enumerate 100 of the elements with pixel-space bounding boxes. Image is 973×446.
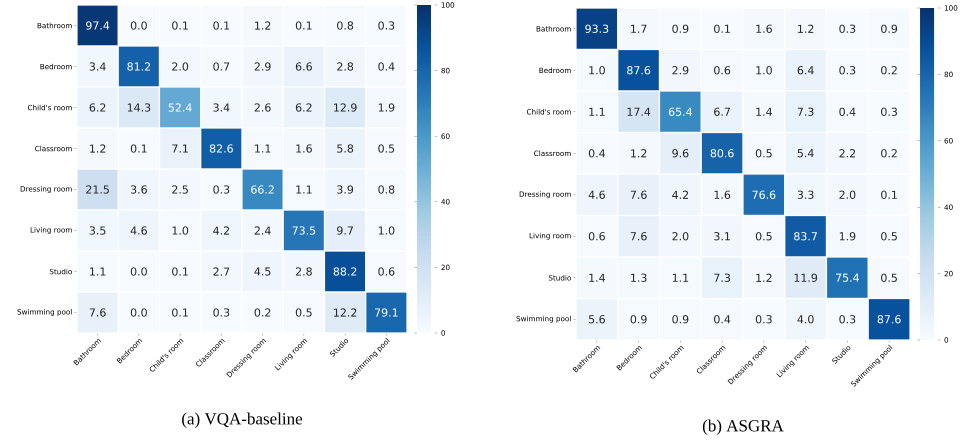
- data-label: 1.4: [756, 108, 772, 116]
- data-label: 4.2: [672, 190, 688, 199]
- data-label: 1.6: [714, 190, 730, 199]
- data-label: 82.6: [210, 144, 233, 153]
- data-label: 6.2: [90, 103, 106, 112]
- data-label: 2.9: [672, 66, 688, 74]
- data-label: 75.4: [836, 274, 859, 282]
- data-label: 1.2: [90, 144, 106, 153]
- data-label: 0.5: [881, 274, 897, 282]
- data-label: 79.1: [375, 308, 398, 317]
- data-label: 0.5: [756, 232, 772, 240]
- data-label: 97.4: [86, 21, 110, 30]
- data-label: 0.4: [839, 108, 856, 116]
- data-label: 0.9: [630, 315, 647, 324]
- data-label: 3.9: [337, 185, 354, 194]
- data-label: 0.9: [881, 24, 898, 33]
- data-label: 6.7: [714, 108, 730, 116]
- data-label: 3.1: [714, 232, 730, 240]
- data-label: 0.5: [881, 232, 897, 240]
- data-label: 2.9: [254, 62, 271, 71]
- data-label: 2.0: [672, 232, 688, 240]
- data-label: 2.0: [839, 190, 856, 199]
- data-label: 0.3: [213, 185, 230, 194]
- data-label: 5.6: [588, 315, 605, 324]
- data-label: 4.0: [797, 315, 814, 324]
- data-label: 0.3: [213, 308, 230, 317]
- data-label: 3.5: [90, 226, 106, 235]
- data-label: 1.6: [296, 144, 312, 153]
- text: (a) VQA-baseline: [182, 412, 302, 428]
- data-label: 1.0: [172, 226, 188, 235]
- data-label: 1.0: [378, 226, 394, 235]
- data-label: 2.7: [213, 267, 230, 276]
- data-label: 4.5: [254, 267, 270, 276]
- data-label: 0.1: [172, 21, 188, 30]
- data-label: 7.3: [798, 108, 814, 116]
- data-label: 0.1: [172, 267, 188, 276]
- data-label: 87.6: [878, 315, 901, 324]
- data-label: 0.3: [839, 66, 856, 74]
- data-label: 7.6: [90, 308, 106, 317]
- data-label: 0.4: [588, 149, 606, 158]
- data-label: 88.2: [334, 267, 356, 276]
- data-label: 0.2: [881, 66, 897, 74]
- data-label: 81.2: [127, 62, 150, 71]
- data-label: 0.5: [756, 149, 772, 158]
- data-label: 12.2: [334, 308, 356, 317]
- data-label: 0.3: [378, 21, 394, 30]
- data-label: 4.6: [130, 226, 147, 235]
- data-label: 11.9: [794, 274, 818, 282]
- data-label: 1.0: [589, 66, 605, 74]
- data-label: 14.3: [128, 103, 150, 112]
- data-label: 1.9: [378, 103, 394, 112]
- data-label: 2.4: [254, 226, 271, 235]
- data-label: 83.7: [794, 232, 817, 240]
- data-label: 0.1: [296, 21, 312, 30]
- data-label: 2.2: [839, 149, 856, 158]
- data-label: 7.3: [714, 274, 730, 282]
- data-label: 0.6: [588, 232, 605, 240]
- data-label: 0.2: [254, 308, 270, 317]
- data-label: 7.6: [630, 190, 647, 199]
- data-label: 1.2: [255, 21, 270, 30]
- data-label: 0.1: [714, 24, 730, 33]
- data-label: 1.9: [840, 232, 856, 240]
- data-label: 0.6: [378, 267, 394, 276]
- data-label: 1.1: [90, 268, 106, 276]
- data-label: 0.3: [839, 315, 856, 324]
- data-label: 0.1: [172, 308, 188, 317]
- data-label: 1.1: [255, 144, 270, 153]
- data-label: 0.1: [881, 190, 897, 199]
- data-label: 2.5: [172, 185, 188, 194]
- data-label: 17.4: [628, 108, 650, 116]
- data-label: 2.8: [337, 62, 354, 71]
- data-label: 0.6: [714, 66, 730, 74]
- data-label: 0.0: [130, 21, 147, 30]
- data-label: 3.6: [130, 185, 147, 194]
- data-label: 0.8: [337, 21, 354, 30]
- data-label: 76.6: [752, 190, 776, 199]
- data-label: 0.9: [672, 24, 688, 33]
- data-label: 21.5: [86, 185, 109, 194]
- data-label: 9.7: [337, 226, 353, 235]
- data-label: 87.6: [627, 66, 650, 74]
- data-label: 0.3: [881, 108, 897, 116]
- data-label: 7.1: [172, 144, 188, 153]
- data-label: 6.2: [296, 103, 312, 112]
- data-label: 0.1: [213, 21, 230, 30]
- data-label: 1.6: [756, 24, 772, 33]
- data-label: 0.1: [130, 144, 147, 153]
- data-label: 12.9: [334, 103, 357, 112]
- data-label: 2.0: [172, 62, 188, 71]
- data-label: 6.6: [296, 62, 312, 71]
- data-label: 3.4: [90, 62, 106, 71]
- data-label: 0.2: [881, 149, 897, 158]
- data-label: 0.5: [296, 308, 312, 317]
- data-label: 3.3: [798, 190, 814, 199]
- text: (b) ASGRA: [702, 420, 784, 435]
- data-label: 1.2: [756, 274, 772, 282]
- data-label: 7.6: [630, 232, 647, 240]
- data-label: 3.4: [213, 103, 230, 112]
- data-label: 65.4: [668, 108, 692, 116]
- data-label: 0.8: [378, 185, 394, 194]
- data-label: 52.4: [168, 103, 192, 112]
